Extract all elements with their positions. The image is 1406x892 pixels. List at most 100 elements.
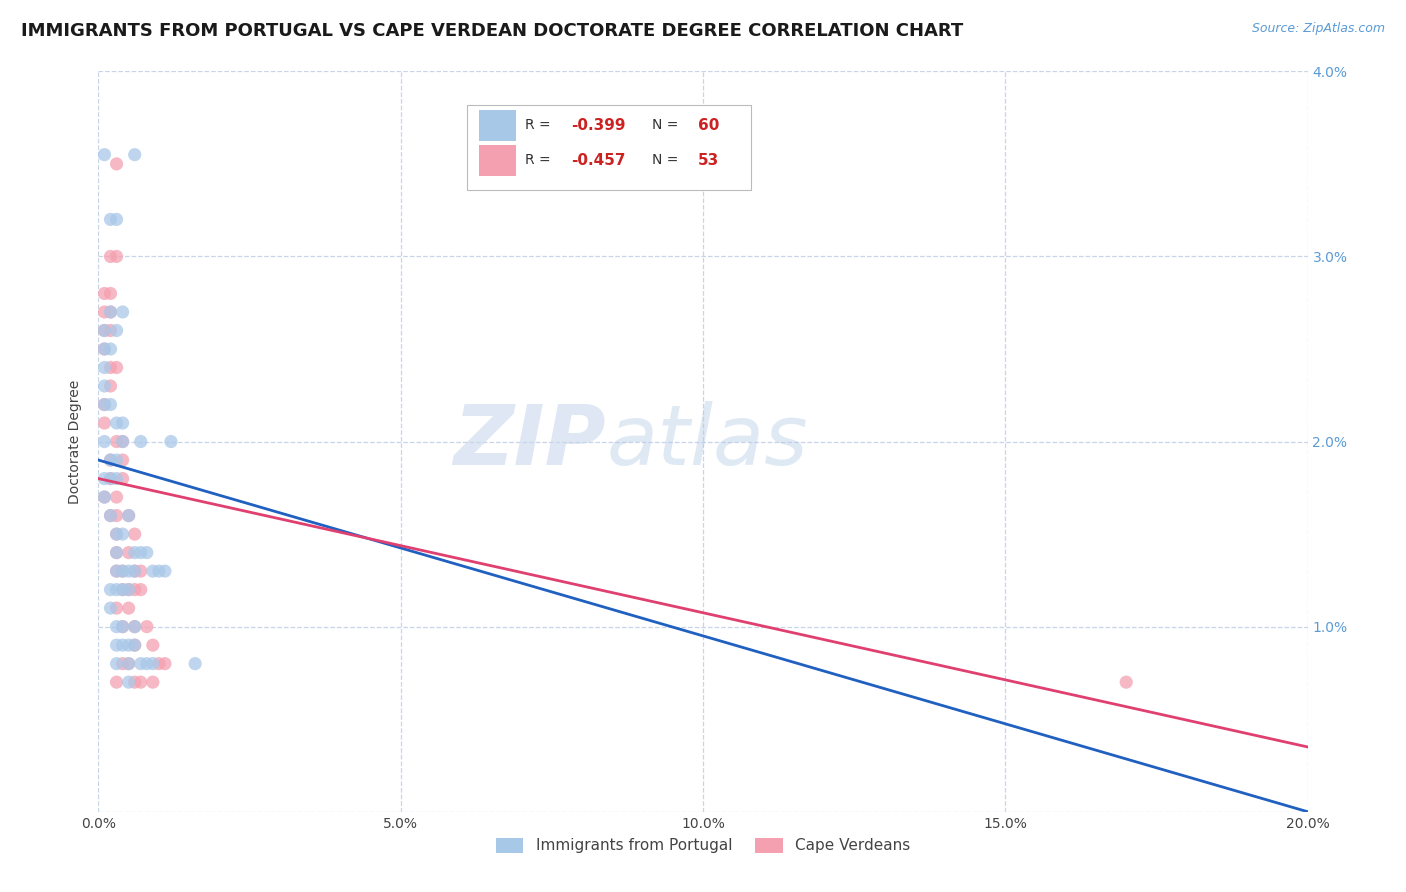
Point bbox=[93, 324, 115, 338]
Point bbox=[111, 305, 134, 319]
Text: 60: 60 bbox=[699, 118, 720, 133]
Point bbox=[111, 582, 134, 597]
Point bbox=[118, 657, 141, 671]
Text: -0.457: -0.457 bbox=[571, 153, 626, 168]
Text: N =: N = bbox=[652, 119, 683, 132]
Point bbox=[105, 675, 128, 690]
Point bbox=[93, 398, 115, 412]
Point bbox=[124, 638, 146, 652]
Point bbox=[111, 453, 134, 467]
Point bbox=[111, 582, 134, 597]
Point bbox=[100, 305, 122, 319]
Point bbox=[93, 286, 115, 301]
Point bbox=[118, 582, 141, 597]
Point bbox=[105, 250, 128, 264]
Point bbox=[124, 527, 146, 541]
Point bbox=[105, 564, 128, 578]
Point bbox=[111, 472, 134, 486]
Point bbox=[124, 545, 146, 560]
Point bbox=[124, 582, 146, 597]
Point bbox=[105, 212, 128, 227]
Point bbox=[124, 675, 146, 690]
Point bbox=[100, 508, 122, 523]
Point bbox=[111, 619, 134, 633]
Point bbox=[100, 453, 122, 467]
Point bbox=[118, 582, 141, 597]
Point bbox=[111, 527, 134, 541]
Point bbox=[105, 508, 128, 523]
Point bbox=[124, 564, 146, 578]
Point bbox=[100, 472, 122, 486]
Point bbox=[135, 545, 157, 560]
Point bbox=[105, 564, 128, 578]
Point bbox=[100, 342, 122, 356]
Point bbox=[93, 342, 115, 356]
Point bbox=[111, 434, 134, 449]
Point bbox=[105, 416, 128, 430]
Point bbox=[100, 601, 122, 615]
Point bbox=[93, 360, 115, 375]
Point bbox=[105, 527, 128, 541]
Point bbox=[129, 582, 152, 597]
Point bbox=[93, 342, 115, 356]
Point bbox=[93, 490, 115, 504]
Point bbox=[142, 675, 165, 690]
Point bbox=[135, 619, 157, 633]
Point bbox=[100, 398, 122, 412]
Point bbox=[129, 564, 152, 578]
Legend: Immigrants from Portugal, Cape Verdeans: Immigrants from Portugal, Cape Verdeans bbox=[489, 831, 917, 860]
Point bbox=[142, 638, 165, 652]
Point bbox=[100, 379, 122, 393]
Point bbox=[93, 434, 115, 449]
Point bbox=[93, 147, 115, 161]
Point bbox=[105, 324, 128, 338]
Point bbox=[129, 434, 152, 449]
Point bbox=[105, 545, 128, 560]
Point bbox=[1115, 675, 1137, 690]
Text: N =: N = bbox=[652, 153, 683, 167]
Text: atlas: atlas bbox=[606, 401, 808, 482]
Point bbox=[118, 657, 141, 671]
Point bbox=[118, 638, 141, 652]
Point bbox=[129, 675, 152, 690]
Point bbox=[105, 434, 128, 449]
Point bbox=[124, 147, 146, 161]
Text: -0.399: -0.399 bbox=[571, 118, 626, 133]
Point bbox=[100, 250, 122, 264]
Point bbox=[148, 564, 170, 578]
Point bbox=[105, 490, 128, 504]
Point bbox=[129, 545, 152, 560]
Point bbox=[111, 657, 134, 671]
Point bbox=[105, 472, 128, 486]
Point bbox=[93, 472, 115, 486]
Point bbox=[105, 545, 128, 560]
Point bbox=[148, 657, 170, 671]
Y-axis label: Doctorate Degree: Doctorate Degree bbox=[69, 379, 83, 504]
Point bbox=[118, 508, 141, 523]
Point bbox=[111, 416, 134, 430]
Text: R =: R = bbox=[526, 153, 555, 167]
Point bbox=[105, 601, 128, 615]
Point bbox=[100, 286, 122, 301]
Point bbox=[100, 305, 122, 319]
Point bbox=[100, 360, 122, 375]
Point bbox=[105, 619, 128, 633]
Point bbox=[100, 212, 122, 227]
Point bbox=[160, 434, 183, 449]
Text: R =: R = bbox=[526, 119, 555, 132]
Point bbox=[118, 545, 141, 560]
Point bbox=[93, 324, 115, 338]
Text: IMMIGRANTS FROM PORTUGAL VS CAPE VERDEAN DOCTORATE DEGREE CORRELATION CHART: IMMIGRANTS FROM PORTUGAL VS CAPE VERDEAN… bbox=[21, 22, 963, 40]
Bar bbox=[479, 145, 516, 176]
Point bbox=[100, 508, 122, 523]
Point bbox=[100, 472, 122, 486]
Point bbox=[153, 564, 176, 578]
Point bbox=[111, 619, 134, 633]
Point bbox=[118, 508, 141, 523]
Point bbox=[93, 490, 115, 504]
Text: Source: ZipAtlas.com: Source: ZipAtlas.com bbox=[1251, 22, 1385, 36]
Point bbox=[184, 657, 207, 671]
Point bbox=[93, 416, 115, 430]
Point bbox=[142, 657, 165, 671]
Point bbox=[129, 657, 152, 671]
